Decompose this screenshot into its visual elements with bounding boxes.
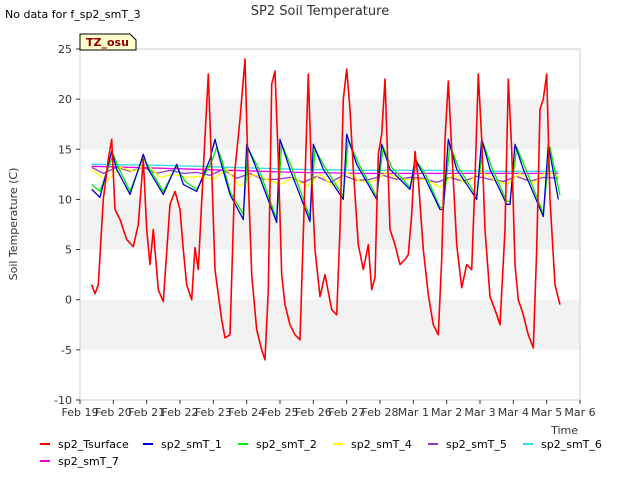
x-tick-label: Feb 28 — [362, 406, 399, 419]
x-tick-label: Feb 23 — [195, 406, 232, 419]
no-data-note: No data for f_sp2_smT_3 — [5, 8, 141, 21]
legend-label: sp2_smT_5 — [446, 438, 507, 451]
x-tick-label: Mar 6 — [564, 406, 595, 419]
chart-title: SP2 Soil Temperature — [251, 4, 389, 19]
legend-item-sp2_smT_1: sp2_smT_1 — [143, 438, 222, 451]
site-badge: TZ_osu — [79, 33, 137, 51]
y-tick-label: 10 — [58, 193, 72, 206]
x-tick-label: Mar 4 — [498, 406, 529, 419]
legend-item-sp2_Tsurface: sp2_Tsurface — [40, 438, 129, 451]
x-tick-label: Mar 2 — [431, 406, 462, 419]
series-line-sp2_Tsurface — [90, 58, 561, 361]
y-tick-label: 25 — [58, 43, 72, 56]
y-axis-label: Soil Temperature (C) — [7, 168, 20, 281]
y-tick-label: -10 — [54, 394, 72, 407]
series-lines — [90, 58, 561, 361]
x-tick-label: Feb 24 — [228, 406, 265, 419]
x-tick-label: Feb 19 — [62, 406, 99, 419]
x-tick-label: Mar 5 — [531, 406, 562, 419]
x-tick-label: Feb 20 — [95, 406, 132, 419]
x-tick-label: Mar 3 — [464, 406, 495, 419]
legend: sp2_Tsurface sp2_smT_1 sp2_smT_2 sp2_smT_4 s… — [40, 438, 602, 468]
series-line-sp2_smT_1 — [91, 133, 559, 224]
x-tick-label: Mar 1 — [398, 406, 429, 419]
x-tick-label: Feb 25 — [262, 406, 299, 419]
plot-area — [79, 48, 581, 401]
y-tick-label: 20 — [58, 93, 72, 106]
legend-label: sp2_smT_6 — [541, 438, 602, 451]
legend-item-sp2_smT_6: sp2_smT_6 — [523, 438, 602, 451]
site-badge-label: TZ_osu — [86, 36, 129, 49]
legend-label: sp2_smT_2 — [256, 438, 317, 451]
legend-label: sp2_smT_4 — [351, 438, 412, 451]
legend-label: sp2_smT_1 — [161, 438, 222, 451]
y-tick-label: 0 — [65, 294, 72, 307]
series-line-sp2_smT_6 — [91, 163, 559, 172]
y-tick-label: 5 — [65, 244, 72, 257]
y-tick-label: 15 — [58, 143, 72, 156]
x-tick-label: Feb 22 — [162, 406, 199, 419]
grid-band — [80, 199, 580, 250]
legend-item-sp2_smT_4: sp2_smT_4 — [333, 438, 412, 451]
legend-label: sp2_smT_7 — [58, 455, 119, 468]
x-axis-label: Time — [550, 424, 578, 437]
legend-item-sp2_smT_5: sp2_smT_5 — [428, 438, 507, 451]
y-axis-ticks: -10 -5 0 5 10 15 20 25 — [54, 43, 80, 407]
x-tick-label: Feb 21 — [128, 406, 165, 419]
x-tick-label: Feb 27 — [328, 406, 365, 419]
grid-band — [80, 99, 580, 150]
plot-bands — [80, 99, 580, 350]
site-badge-box — [79, 33, 137, 51]
legend-item-sp2_smT_2: sp2_smT_2 — [238, 438, 317, 451]
legend-item-sp2_smT_7: sp2_smT_7 — [40, 455, 119, 468]
grid-band — [80, 299, 580, 350]
x-tick-label: Feb 26 — [295, 406, 332, 419]
y-tick-label: -5 — [61, 344, 72, 357]
legend-label: sp2_Tsurface — [58, 438, 129, 451]
